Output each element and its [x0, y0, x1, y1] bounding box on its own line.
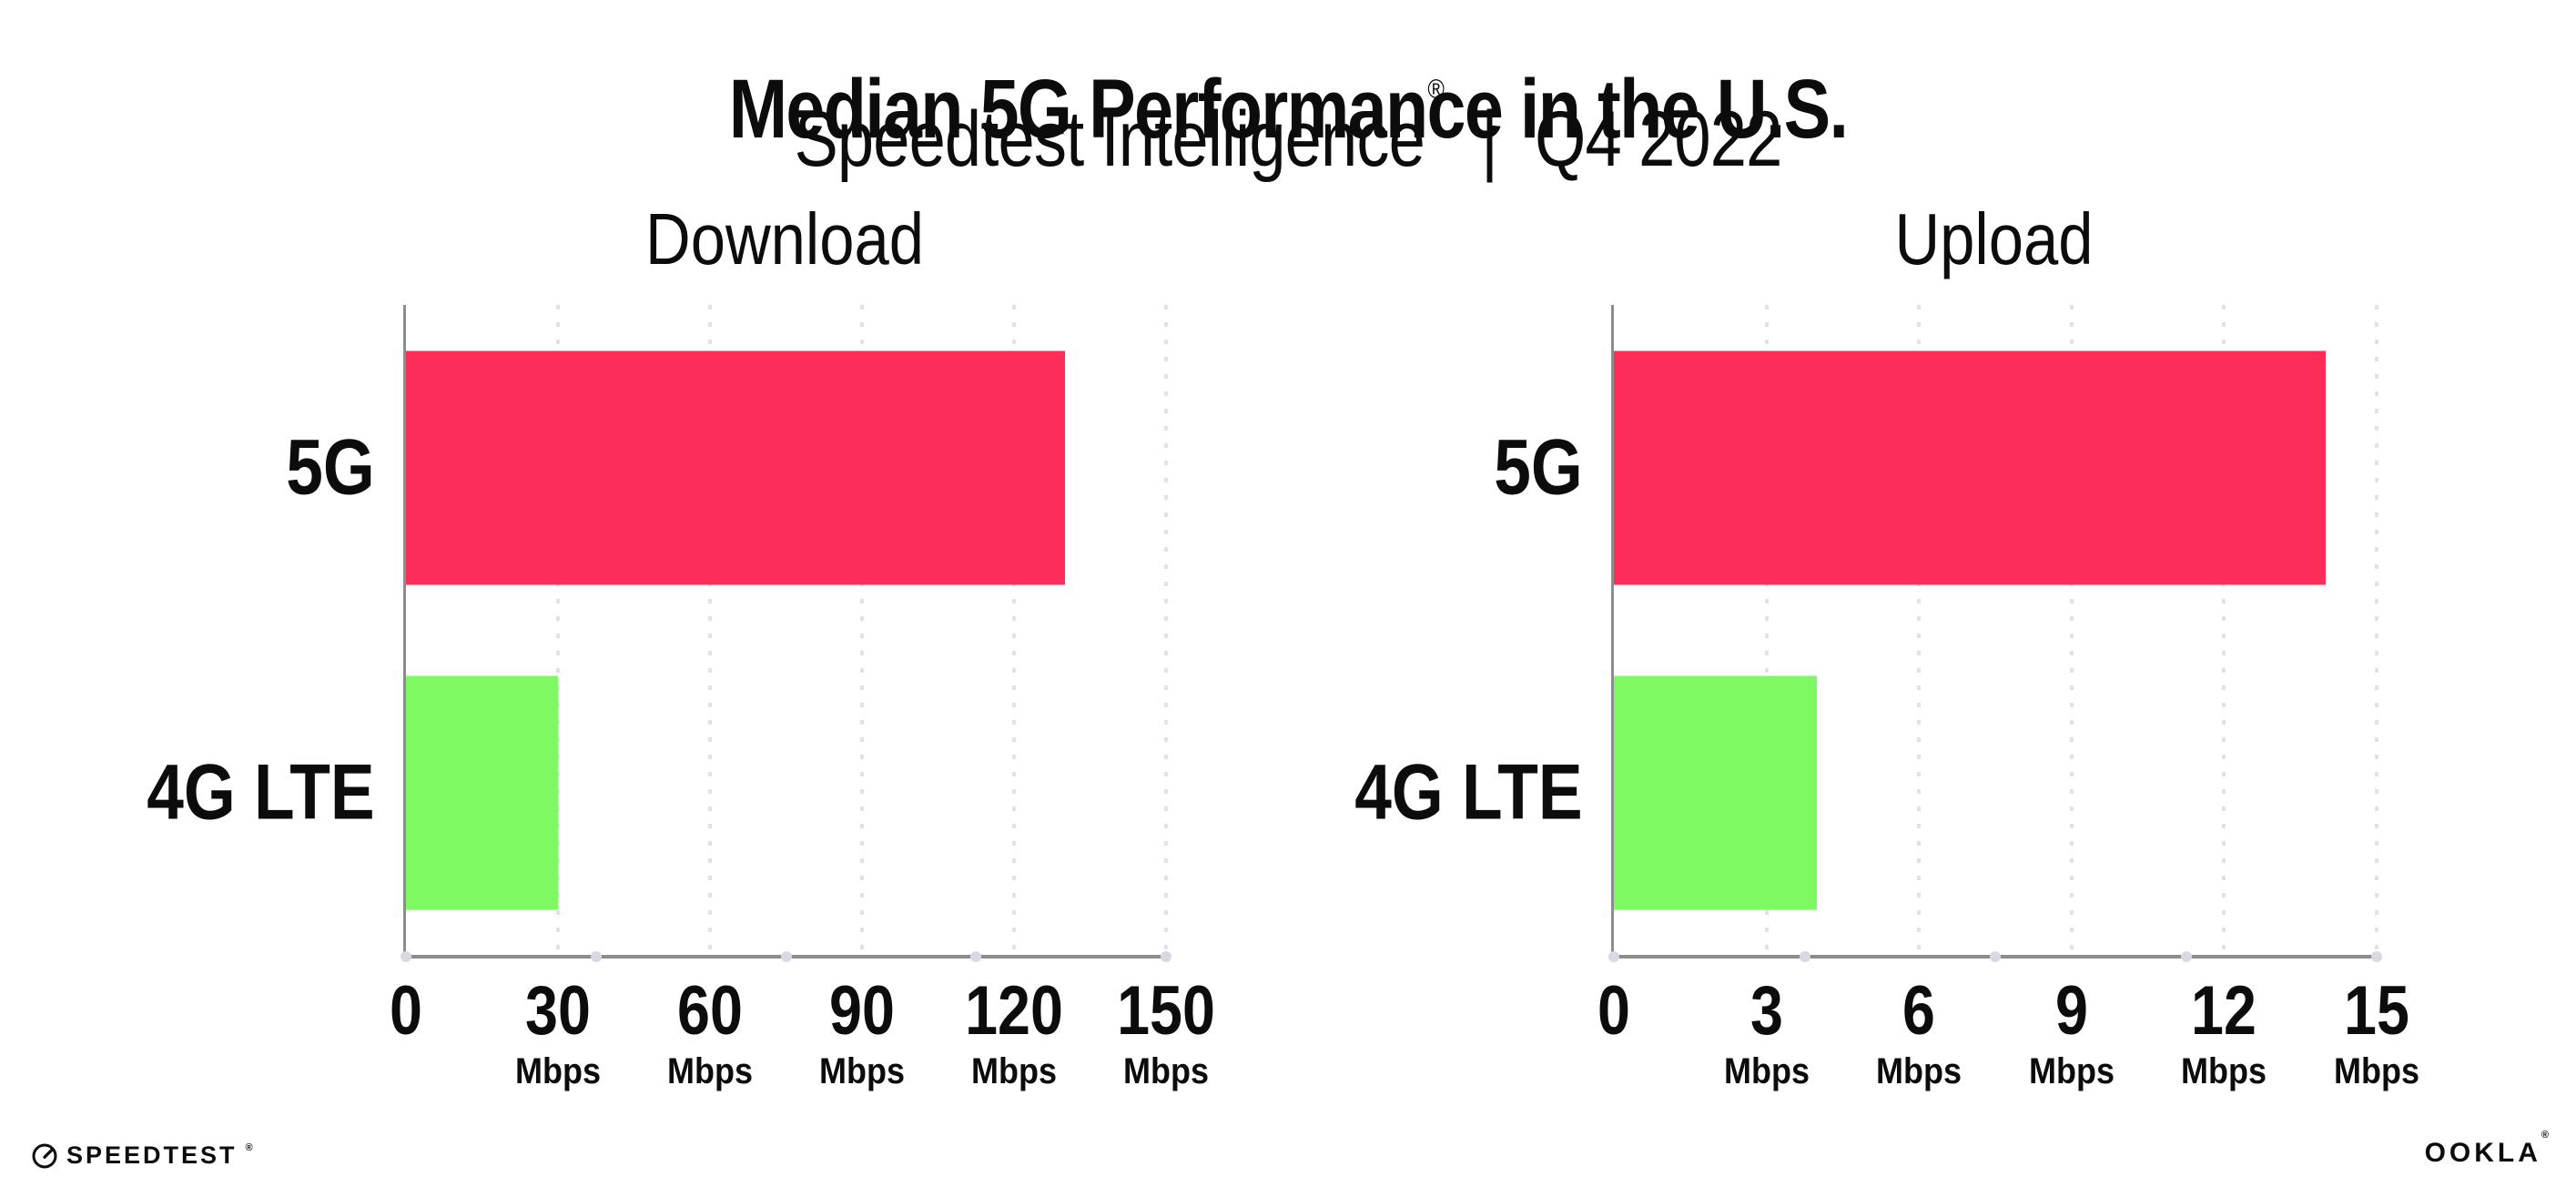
gridline — [1012, 305, 1016, 955]
axis-tick-dot — [1990, 951, 2001, 962]
axis-tick-dot — [590, 951, 602, 962]
page-title: Median 5G Performance in the U.S. — [728, 62, 1849, 156]
axis-tick-dot — [2180, 951, 2192, 962]
upload-plot-area: 5G 4G LTE 0 3 Mbps 6 Mbps 9 Mbps 12 Mbps — [1355, 305, 2419, 1091]
tick-value: 6 — [1902, 972, 1936, 1050]
x-tick: 9 Mbps — [2024, 972, 2119, 1092]
bar-row — [406, 305, 1166, 630]
category-label-5g: 5G — [286, 423, 375, 511]
axis-tick-dot — [780, 951, 792, 962]
speedtest-wordmark: SPEEDTEST — [66, 1141, 238, 1169]
tick-unit: Mbps — [1876, 1051, 1962, 1091]
ookla-wordmark: OOKLA — [2424, 1138, 2541, 1168]
tick-value: 9 — [2054, 972, 2088, 1050]
gridline — [1917, 305, 1922, 955]
download-chart: Download 5G 4G LTE 0 30 — [147, 198, 1215, 1091]
x-tick: 120 Mbps — [957, 972, 1072, 1092]
x-tick: 0 — [387, 977, 425, 1046]
registered-mark-icon: ® — [1427, 75, 1445, 106]
gridline — [860, 305, 864, 955]
tick-unit: Mbps — [2334, 1051, 2419, 1091]
tick-unit: Mbps — [515, 1051, 601, 1091]
category-label-4g-lte: 4G LTE — [1354, 748, 1583, 836]
x-tick: 3 Mbps — [1719, 972, 1813, 1092]
tick-value: 0 — [390, 972, 422, 1050]
tick-value: 15 — [2344, 972, 2409, 1050]
x-tick: 15 Mbps — [2329, 972, 2424, 1092]
download-plot-area: 5G 4G LTE 0 30 Mbps 60 Mbps 90 Mbps 120 … — [147, 305, 1215, 1091]
tick-value: 30 — [525, 972, 591, 1050]
gridline — [2222, 305, 2226, 955]
bar-4g-lte-upload — [1614, 675, 1818, 910]
x-tick: 12 Mbps — [2176, 972, 2271, 1092]
tick-value: 0 — [1597, 972, 1630, 1050]
registered-mark-icon: ® — [245, 1141, 253, 1153]
axis-tick-dot — [2371, 951, 2382, 962]
axis-tick-dot — [1161, 951, 1171, 962]
x-tick: 6 Mbps — [1871, 972, 1966, 1092]
tick-unit: Mbps — [819, 1051, 905, 1091]
upload-chart: Upload 5G 4G LTE 0 3 — [1355, 198, 2419, 1091]
tick-unit: Mbps — [971, 1051, 1057, 1091]
speedtest-logo: SPEEDTEST ® — [31, 1141, 253, 1170]
axis-tick-dot — [970, 951, 982, 962]
tick-unit: Mbps — [667, 1051, 753, 1091]
subtitle-brand: Speedtest Intelligence — [794, 96, 1425, 183]
gridline — [556, 305, 560, 955]
registered-mark-icon: ® — [2541, 1130, 2549, 1141]
bar-5g-upload — [1614, 350, 2327, 585]
gridline — [2069, 305, 2074, 955]
tick-value: 120 — [965, 972, 1063, 1050]
gridline — [1164, 305, 1168, 955]
tick-unit: Mbps — [1723, 1051, 1810, 1091]
download-chart-title: Download — [645, 198, 924, 279]
tick-value: 3 — [1749, 972, 1783, 1050]
axis-tick-dot — [1608, 951, 1619, 962]
tick-unit: Mbps — [1123, 1051, 1209, 1091]
ookla-logo: OOKLA ® — [2424, 1130, 2549, 1169]
tick-value: 150 — [1117, 972, 1215, 1050]
category-label-5g: 5G — [1494, 423, 1583, 511]
bar-row — [1614, 630, 2377, 955]
axis-tick-dot — [1799, 951, 1810, 962]
x-tick: 0 — [1595, 977, 1633, 1046]
bar-row — [1614, 305, 2377, 630]
bar-row — [406, 630, 1166, 955]
bar-4g-lte-download — [406, 675, 558, 910]
speedtest-gauge-icon — [31, 1142, 58, 1170]
axis-tick-dot — [401, 951, 411, 962]
tick-unit: Mbps — [2181, 1051, 2267, 1091]
x-tick: 90 Mbps — [815, 972, 909, 1092]
tick-value: 12 — [2191, 972, 2257, 1050]
x-tick: 150 Mbps — [1109, 972, 1224, 1092]
gridline — [708, 305, 712, 955]
upload-chart-title: Upload — [1894, 198, 2094, 279]
x-tick: 60 Mbps — [663, 972, 757, 1092]
page-subtitle: Speedtest Intelligence® | Q4 2022 — [206, 75, 2369, 185]
gridline — [1764, 305, 1769, 955]
tick-unit: Mbps — [2028, 1051, 2115, 1091]
bar-5g-download — [406, 350, 1065, 585]
x-tick: 30 Mbps — [511, 972, 605, 1092]
category-label-4g-lte: 4G LTE — [147, 748, 375, 836]
subtitle-divider: | — [1481, 96, 1498, 183]
tick-value: 90 — [829, 972, 895, 1050]
tick-value: 60 — [677, 972, 743, 1050]
subtitle-period: Q4 2022 — [1535, 96, 1782, 183]
gridline — [2375, 305, 2378, 955]
